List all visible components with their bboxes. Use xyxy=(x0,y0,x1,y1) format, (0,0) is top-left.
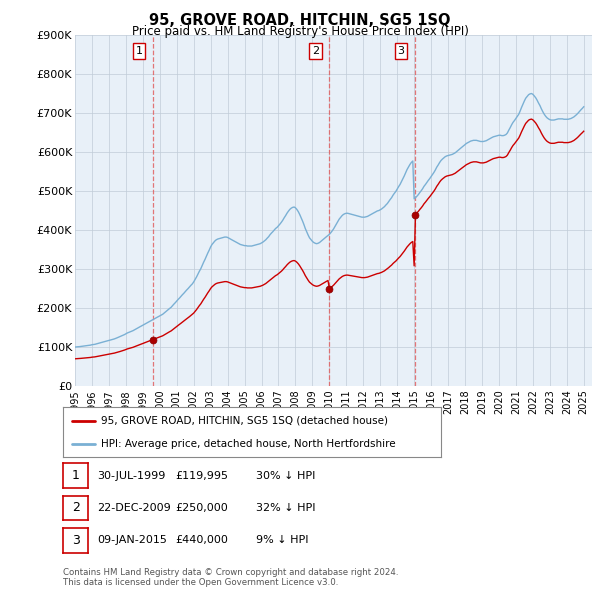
Text: 95, GROVE ROAD, HITCHIN, SG5 1SQ (detached house): 95, GROVE ROAD, HITCHIN, SG5 1SQ (detach… xyxy=(101,415,388,425)
Text: 30% ↓ HPI: 30% ↓ HPI xyxy=(256,471,316,480)
Text: £440,000: £440,000 xyxy=(175,536,228,545)
Text: 09-JAN-2015: 09-JAN-2015 xyxy=(97,536,167,545)
Text: 1: 1 xyxy=(71,469,80,482)
Text: HPI: Average price, detached house, North Hertfordshire: HPI: Average price, detached house, Nort… xyxy=(101,439,395,449)
Text: 2: 2 xyxy=(71,502,80,514)
Text: Price paid vs. HM Land Registry's House Price Index (HPI): Price paid vs. HM Land Registry's House … xyxy=(131,25,469,38)
Text: 30-JUL-1999: 30-JUL-1999 xyxy=(97,471,166,480)
Text: 3: 3 xyxy=(398,46,404,56)
Text: 95, GROVE ROAD, HITCHIN, SG5 1SQ: 95, GROVE ROAD, HITCHIN, SG5 1SQ xyxy=(149,13,451,28)
Text: 32% ↓ HPI: 32% ↓ HPI xyxy=(256,503,316,513)
Text: 22-DEC-2009: 22-DEC-2009 xyxy=(97,503,171,513)
Text: 9% ↓ HPI: 9% ↓ HPI xyxy=(256,536,309,545)
Text: Contains HM Land Registry data © Crown copyright and database right 2024.
This d: Contains HM Land Registry data © Crown c… xyxy=(63,568,398,587)
Text: 3: 3 xyxy=(71,534,80,547)
Text: 2: 2 xyxy=(312,46,319,56)
Text: 1: 1 xyxy=(136,46,143,56)
Text: £250,000: £250,000 xyxy=(175,503,228,513)
Text: £119,995: £119,995 xyxy=(175,471,228,480)
